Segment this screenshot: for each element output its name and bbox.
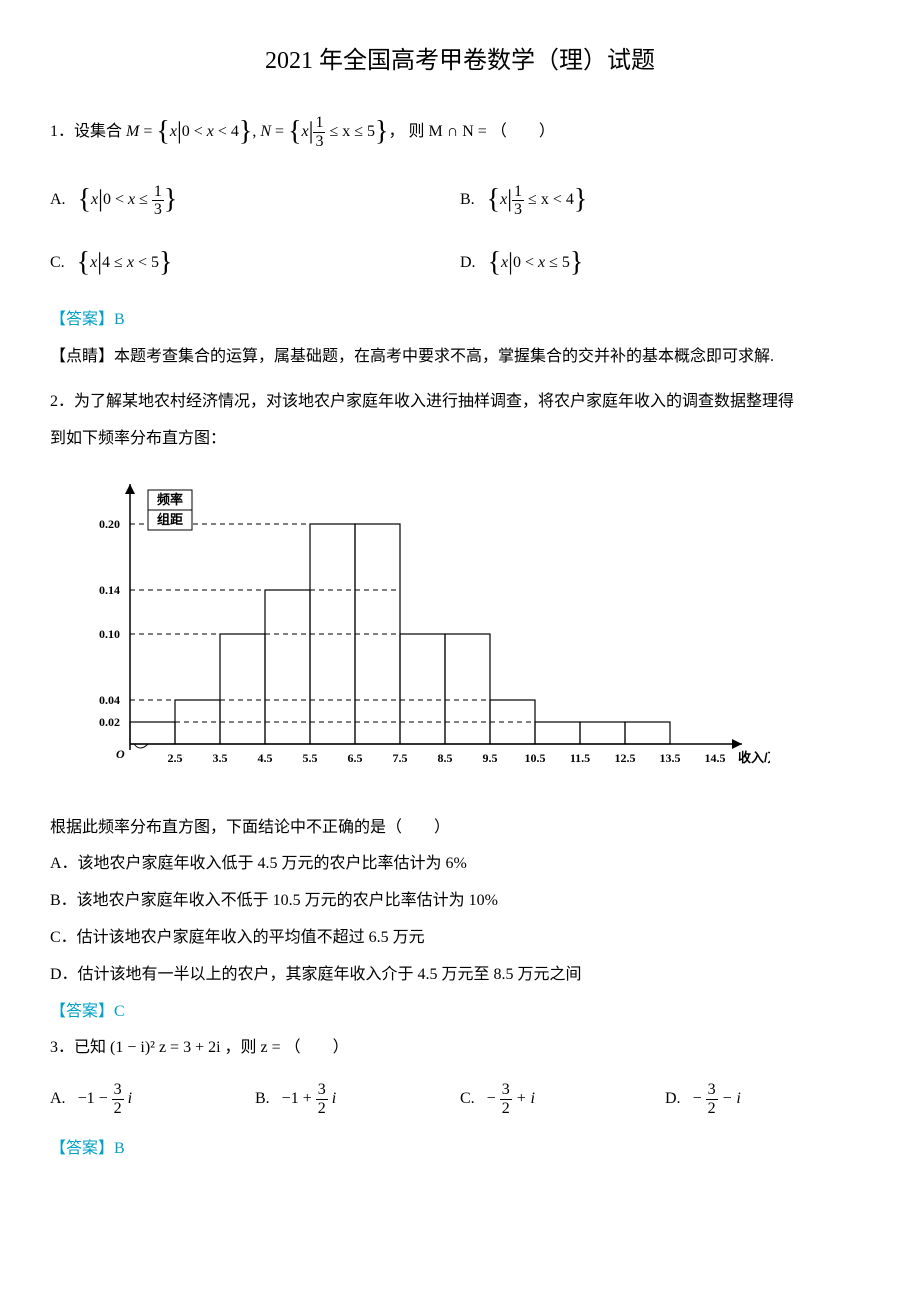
svg-text:12.5: 12.5 bbox=[615, 751, 636, 765]
q2-prompt: 根据此频率分布直方图，下面结论中不正确的是（ ） bbox=[50, 814, 870, 843]
q2-optD: D．估计该地有一半以上的农户，其家庭年收入介于 4.5 万元至 8.5 万元之间 bbox=[50, 961, 870, 990]
q2-optA: A．该地农户家庭年收入低于 4.5 万元的农户比率估计为 6% bbox=[50, 850, 870, 879]
q1-N-den: 3 bbox=[313, 133, 325, 151]
svg-text:O: O bbox=[116, 747, 125, 761]
q1-stem: 1．设集合 M = {x|0 < x < 4}, N = {x|13 ≤ x ≤… bbox=[50, 107, 870, 157]
q3-stem: 3．已知 (1 − i)² z = 3 + 2i ，则 z = （ ） bbox=[50, 1034, 870, 1063]
svg-text:6.5: 6.5 bbox=[348, 751, 363, 765]
q3-prefix: 3．已知 bbox=[50, 1039, 110, 1056]
svg-text:频率: 频率 bbox=[157, 492, 183, 507]
q3-options: A. −1 − 32 i B. −1 + 32 i C. − 32 + i D.… bbox=[50, 1075, 870, 1123]
q3-expr: (1 − i)² z = 3 + 2i bbox=[110, 1039, 221, 1056]
svg-text:10.5: 10.5 bbox=[525, 751, 546, 765]
q1-optA: A. {x|0 < x ≤ 13} bbox=[50, 170, 460, 232]
svg-text:4.5: 4.5 bbox=[258, 751, 273, 765]
svg-text:11.5: 11.5 bbox=[570, 751, 590, 765]
q1-options: A. {x|0 < x ≤ 13} B. {x|13 ≤ x < 4} C. {… bbox=[50, 170, 870, 295]
svg-text:14.5: 14.5 bbox=[705, 751, 726, 765]
q3-answer: 【答案】B bbox=[50, 1135, 870, 1164]
svg-text:5.5: 5.5 bbox=[303, 751, 318, 765]
q1-optD: D. {x|0 < x ≤ 5} bbox=[460, 232, 870, 294]
opt-label-D: D. bbox=[460, 254, 476, 271]
svg-text:9.5: 9.5 bbox=[483, 751, 498, 765]
q3-optA: A. −1 − 32 i bbox=[50, 1075, 255, 1123]
q2-optB: B．该地农户家庭年收入不低于 10.5 万元的农户比率估计为 10% bbox=[50, 887, 870, 916]
q1-answer: 【答案】B bbox=[50, 306, 870, 335]
q1-N-num: 1 bbox=[313, 114, 325, 133]
svg-text:收入/万元: 收入/万元 bbox=[738, 750, 770, 765]
svg-text:0.02: 0.02 bbox=[99, 715, 120, 729]
q1-comment: 【点睛】本题考查集合的运算，属基础题，在高考中要求不高，掌握集合的交并补的基本概… bbox=[50, 343, 870, 372]
opt-label-C: C. bbox=[50, 254, 65, 271]
q2-stem2: 到如下频率分布直方图： bbox=[50, 425, 870, 454]
svg-text:3.5: 3.5 bbox=[213, 751, 228, 765]
svg-text:7.5: 7.5 bbox=[393, 751, 408, 765]
page-title: 2021 年全国高考甲卷数学（理）试题 bbox=[50, 40, 870, 83]
q2-answer: 【答案】C bbox=[50, 998, 870, 1027]
q1-prefix: 1．设集合 bbox=[50, 123, 126, 140]
svg-text:0.04: 0.04 bbox=[99, 693, 120, 707]
q3-optC: C. − 32 + i bbox=[460, 1075, 665, 1123]
svg-text:0.14: 0.14 bbox=[99, 583, 120, 597]
svg-text:0.10: 0.10 bbox=[99, 627, 120, 641]
opt-label-B: B. bbox=[460, 191, 475, 208]
svg-text:2.5: 2.5 bbox=[168, 751, 183, 765]
q1-M: M bbox=[126, 123, 139, 140]
q1-optB: B. {x|13 ≤ x < 4} bbox=[460, 170, 870, 232]
q2-optC: C．估计该地农户家庭年收入的平均值不超过 6.5 万元 bbox=[50, 924, 870, 953]
q1-N-text: ≤ x ≤ 5 bbox=[325, 123, 375, 140]
svg-text:13.5: 13.5 bbox=[660, 751, 681, 765]
q3-suffix: ，则 z = （ ） bbox=[225, 1039, 349, 1056]
q3-optB: B. −1 + 32 i bbox=[255, 1075, 460, 1123]
opt-label-A: A. bbox=[50, 191, 66, 208]
q2-stem1: 2．为了解某地农村经济情况，对该地农户家庭年收入进行抽样调查，将农户家庭年收入的… bbox=[50, 388, 870, 417]
q1-optC: C. {x|4 ≤ x < 5} bbox=[50, 232, 460, 294]
q1-suffix: ， 则 M ∩ N = （ ） bbox=[388, 123, 554, 140]
svg-text:8.5: 8.5 bbox=[438, 751, 453, 765]
svg-text:组距: 组距 bbox=[157, 512, 183, 527]
q3-optD: D. − 32 − i bbox=[665, 1075, 870, 1123]
svg-text:0.20: 0.20 bbox=[99, 517, 120, 531]
histogram-chart: 0.02 0.04 0.10 0.14 0.20 O 2.5 3.5 4.5 5.5 6.5 7.5 8… bbox=[50, 464, 770, 794]
